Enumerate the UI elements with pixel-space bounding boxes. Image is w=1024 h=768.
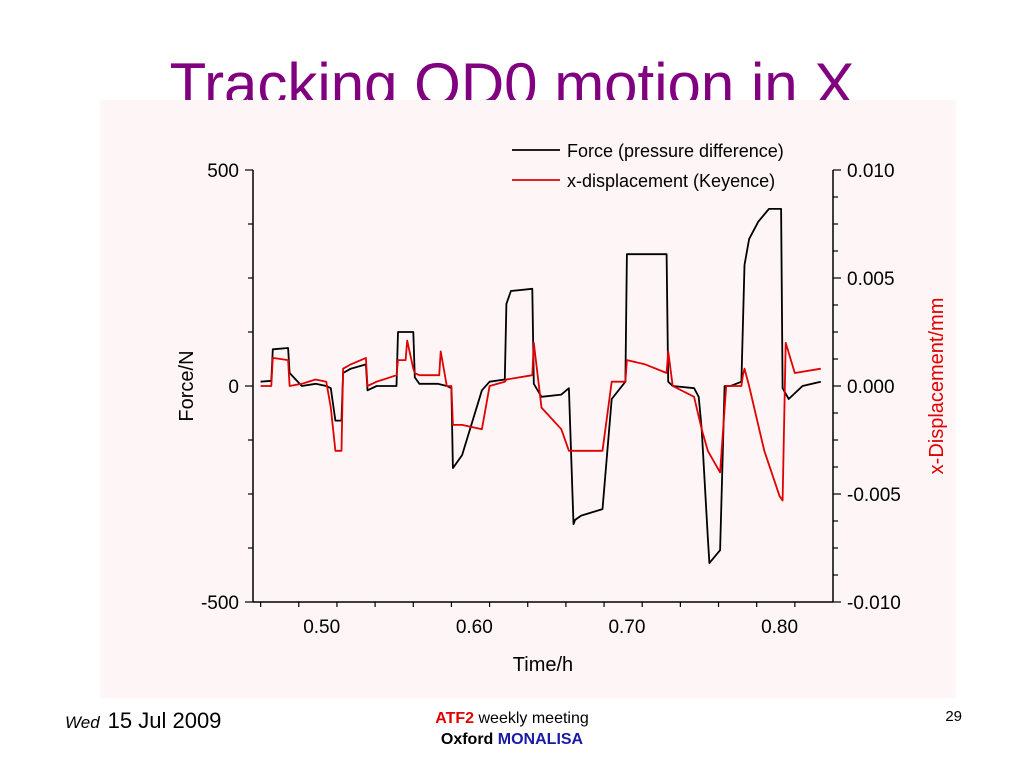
- series-line-1: [260, 339, 821, 502]
- y-left-axis-title: Force/N: [176, 350, 198, 421]
- chart: 0.50 0.60 0.70 0.80 -500 0 500 -0.010 -0.005 0.00…: [176, 141, 948, 676]
- x-tick-label: 0.60: [456, 617, 493, 638]
- x-axis-title: Time/h: [513, 654, 573, 676]
- footer-meeting-suffix: weekly meeting: [478, 710, 589, 727]
- axes: 0.50 0.60 0.70 0.80 -500 0 500 -0.010 -0.005 0.00…: [201, 161, 901, 638]
- y-right-tick-label: -0.010: [847, 593, 901, 614]
- legend-label-1: x-displacement (Keyence): [567, 171, 775, 191]
- y-right-tick-label: 0.000: [847, 377, 895, 398]
- y-right-tick-label: 0.010: [847, 161, 895, 182]
- y-right-axis-title: x-Displacement/mm: [926, 298, 948, 475]
- y-left-tick-label: -500: [201, 593, 239, 614]
- footer-date-text: 15 Jul 2009: [107, 708, 222, 733]
- plot-panel: 0.50 0.60 0.70 0.80 -500 0 500 -0.010 -0.005 0.00…: [100, 100, 956, 698]
- y-right-tick-label: 0.005: [847, 269, 895, 290]
- footer-venue-prefix: Oxford: [440, 731, 494, 748]
- footer-meeting-prefix: ATF2: [435, 710, 475, 727]
- y-right-tick-label: -0.005: [847, 485, 901, 506]
- footer-date: Wed 15 Jul 2009: [65, 708, 221, 734]
- legend-label-0: Force (pressure difference): [567, 141, 784, 161]
- footer-meeting: ATF2 weekly meeting Oxford MONALISA: [0, 708, 1024, 750]
- x-tick-label: 0.80: [761, 617, 798, 638]
- footer-venue-suffix: MONALISA: [497, 731, 584, 748]
- page-number: 29: [945, 708, 962, 725]
- y-left-tick-label: 0: [228, 377, 239, 398]
- legend: Force (pressure difference) x-displacemen…: [512, 141, 784, 191]
- y-left-tick-label: 500: [207, 161, 239, 182]
- x-tick-label: 0.50: [303, 617, 340, 638]
- axis-labels: Time/h Force/N x-Displacement/mm: [176, 298, 948, 676]
- series-lines: [260, 208, 822, 565]
- x-tick-label: 0.70: [608, 617, 645, 638]
- footer-day: Wed: [65, 713, 100, 732]
